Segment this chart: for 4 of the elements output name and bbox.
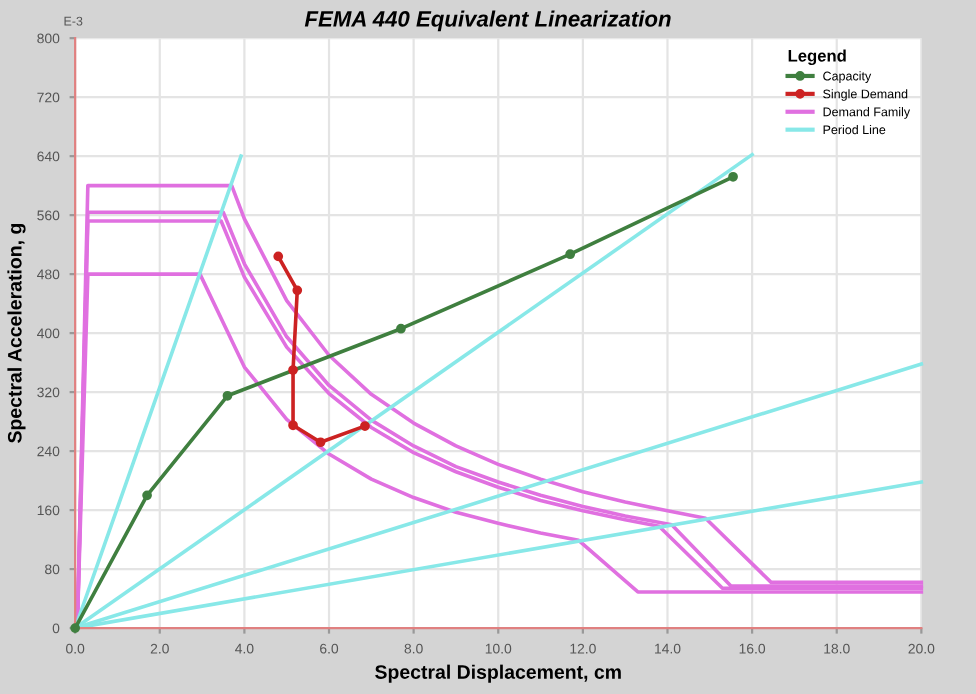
y-axis-title: Spectral Acceleration, g [7, 224, 26, 443]
chart-title: FEMA 440 Equivalent Linearization [304, 10, 671, 32]
x-axis-title: Spectral Displacement, cm [375, 664, 621, 683]
legend-title: Legend [788, 49, 846, 66]
